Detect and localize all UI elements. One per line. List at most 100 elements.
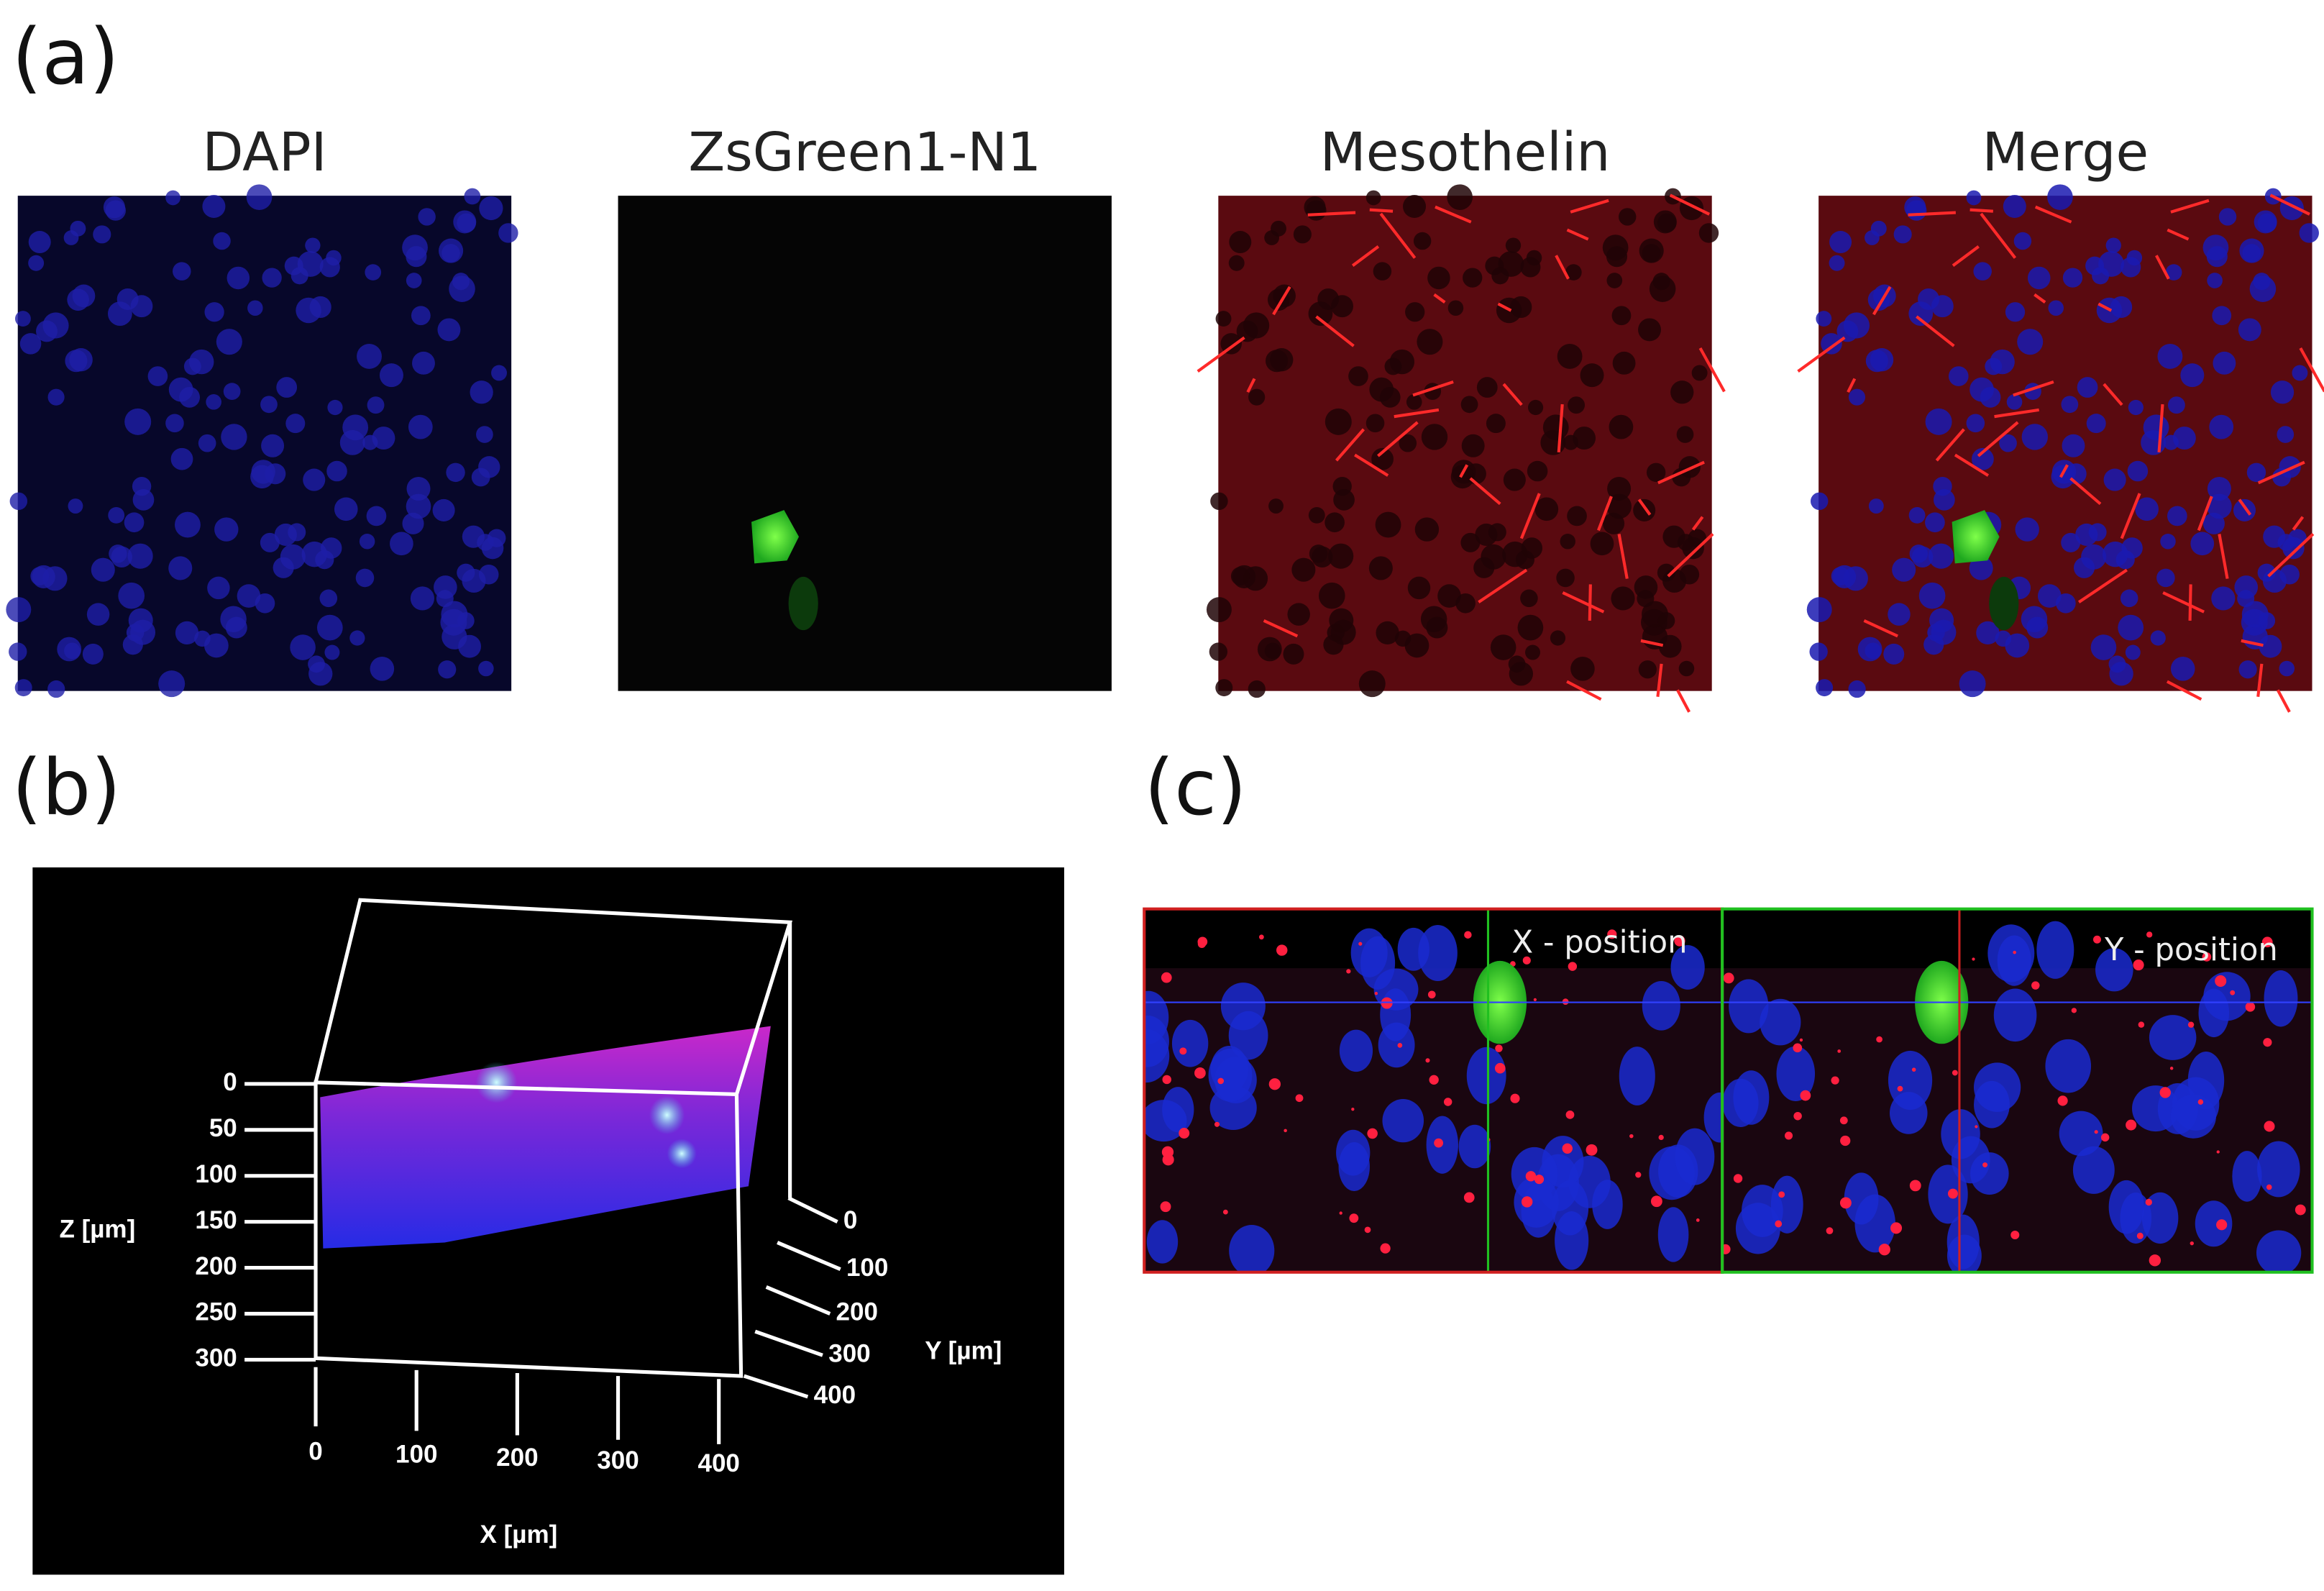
- nucleus: [362, 434, 378, 450]
- nucleus: [476, 426, 493, 443]
- membrane-signal: [2269, 193, 2310, 216]
- cell-void: [1210, 492, 1228, 511]
- red-signal: [1890, 1222, 1903, 1234]
- nucleus: [2232, 1151, 2262, 1202]
- membrane-signal: [1557, 404, 1564, 453]
- membrane-signal: [1562, 591, 1605, 614]
- image-title: Merge: [1982, 122, 2149, 183]
- cell-void: [2086, 414, 2106, 434]
- cell-void: [1209, 642, 1228, 661]
- red-signal: [1380, 1243, 1391, 1254]
- micrograph: [1197, 184, 1726, 713]
- cell-void: [1328, 543, 1354, 569]
- red-signal: [2216, 1219, 2228, 1231]
- cell-void: [1229, 231, 1252, 254]
- cell-void: [1893, 225, 1912, 244]
- image-title: Mesothelin: [1320, 122, 1611, 183]
- cell-void: [2073, 557, 2095, 578]
- cell-void: [2272, 468, 2292, 487]
- cell-void: [1308, 506, 1325, 524]
- cell-void: [1810, 492, 1829, 511]
- red-signal: [2266, 1184, 2272, 1190]
- membrane-signal: [1698, 347, 1726, 393]
- red-signal: [1696, 1218, 1700, 1222]
- nucleus: [457, 612, 475, 629]
- nucleus: [165, 414, 184, 433]
- red-signal: [1897, 1085, 1903, 1092]
- cell-void: [2126, 250, 2143, 266]
- cell-void: [1527, 399, 1544, 416]
- view-label: Y - position: [2104, 932, 2278, 968]
- cell-void: [1976, 621, 2000, 645]
- nucleus: [1670, 945, 1705, 990]
- cell-void: [1521, 537, 1543, 559]
- red-signal: [2187, 1021, 2195, 1028]
- nucleus: [2059, 1111, 2103, 1157]
- red-signal: [2261, 936, 2273, 948]
- membrane-signal: [2257, 460, 2305, 485]
- red-signal: [1194, 1067, 1206, 1079]
- cell-void: [1980, 386, 2001, 408]
- nucleus: [173, 262, 191, 281]
- nucleus: [370, 657, 395, 681]
- cell-void: [1658, 634, 1682, 658]
- nucleus: [2045, 1039, 2092, 1093]
- cell-void: [2270, 380, 2295, 404]
- cell-void: [1525, 644, 1540, 660]
- membrane-signal: [1935, 428, 1965, 462]
- membrane-signal: [1335, 428, 1365, 462]
- red-signal: [1162, 1075, 1171, 1085]
- red-signal: [1674, 935, 1685, 947]
- red-signal: [1295, 1094, 1304, 1103]
- cell-void: [1404, 633, 1429, 658]
- cell-void: [2141, 429, 2167, 455]
- nucleus: [170, 447, 193, 470]
- cell-void: [1460, 532, 1481, 552]
- nucleus: [1619, 1047, 1655, 1106]
- cell-void: [2092, 267, 2110, 285]
- red-signal: [2031, 981, 2040, 990]
- membrane-signal: [1272, 286, 1291, 316]
- red-signal: [1367, 1128, 1378, 1139]
- cell-void: [1215, 311, 1232, 327]
- x-tick-label: 0: [308, 1438, 322, 1466]
- red-signal: [2100, 1133, 2110, 1142]
- cell-void: [2207, 476, 2231, 501]
- nucleus: [42, 566, 68, 591]
- red-signal: [1831, 1076, 1839, 1085]
- cell-void: [1883, 643, 1905, 665]
- nucleus: [183, 357, 201, 375]
- cell-void: [1619, 208, 1637, 226]
- red-signal: [1839, 1116, 1848, 1125]
- cell-void: [1652, 273, 1670, 291]
- red-signal: [1878, 1244, 1890, 1256]
- cell-void: [1365, 414, 1385, 433]
- membrane-signal: [1657, 460, 1705, 485]
- cell-void: [2254, 210, 2277, 234]
- nucleus: [260, 532, 280, 552]
- green-cell-faint: [788, 576, 818, 631]
- nucleus: [14, 679, 32, 697]
- nucleus: [446, 462, 465, 483]
- red-signal: [2295, 1204, 2306, 1216]
- nucleus: [70, 220, 86, 237]
- nucleus: [204, 302, 224, 322]
- red-signal: [2245, 1002, 2256, 1012]
- nucleus: [478, 660, 494, 677]
- cell-void: [1414, 517, 1440, 542]
- cell-void: [1526, 250, 1542, 266]
- red-signal: [1635, 1172, 1642, 1178]
- cell-void: [1691, 365, 1708, 381]
- nucleus: [411, 306, 431, 326]
- y-tick-label: 400: [814, 1381, 856, 1409]
- cell-void: [1447, 300, 1464, 316]
- cell-void: [1375, 511, 1401, 538]
- nucleus: [168, 556, 193, 580]
- cell-void: [2299, 223, 2319, 243]
- membrane-signal: [2077, 568, 2128, 603]
- nucleus: [250, 465, 274, 489]
- membrane-signal: [2059, 464, 2069, 478]
- membrane-signal: [2218, 534, 2229, 579]
- cell-void: [1609, 414, 1634, 439]
- cell-void: [1534, 497, 1559, 521]
